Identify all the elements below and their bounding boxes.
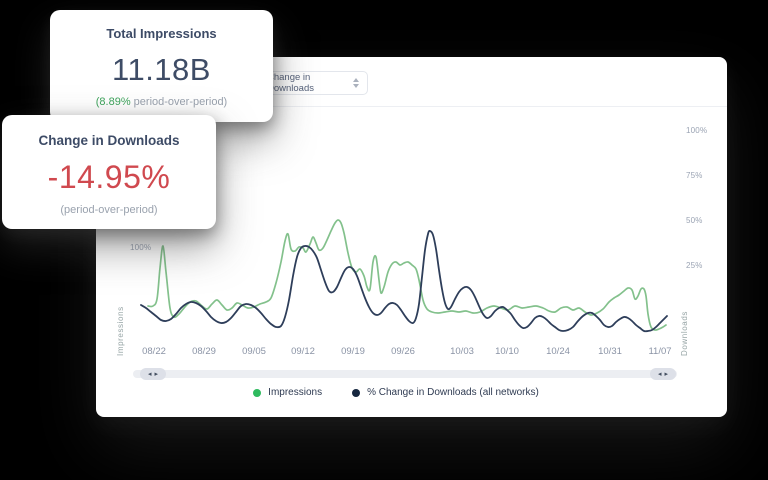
x-axis-label: 09/12 <box>291 346 315 357</box>
dashboard-panel: Change in Downloads 100% Impressions 100… <box>96 57 727 417</box>
right-axis-tick: 50% <box>686 216 703 225</box>
left-axis-title: Impressions <box>116 306 125 356</box>
series-line <box>147 219 667 331</box>
total-impressions-card: Total Impressions 11.18B (8.89% period-o… <box>50 10 273 122</box>
chart-legend: Impressions % Change in Downloads (all ne… <box>96 387 696 398</box>
line-chart <box>140 219 668 333</box>
card-subtitle: (8.89% period-over-period) <box>50 96 273 108</box>
scroll-left-icon[interactable]: ◂ <box>147 370 152 378</box>
right-axis-title: Downloads <box>680 311 689 357</box>
change-in-downloads-card: Change in Downloads -14.95% (period-over… <box>2 115 216 229</box>
legend-item[interactable]: Impressions <box>253 387 322 398</box>
x-axis-labels: 08/22 08/29 09/05 09/12 09/19 09/26 10/03 10/10… <box>135 346 675 358</box>
scroll-right-icon[interactable]: ▸ <box>154 370 159 378</box>
legend-label: % Change in Downloads (all networks) <box>367 387 539 398</box>
scrollbar-right-buttons[interactable]: ◂ ▸ <box>650 368 676 380</box>
scroll-right-icon[interactable]: ▸ <box>664 370 669 378</box>
x-axis-label: 09/05 <box>242 346 266 357</box>
scroll-left-icon[interactable]: ◂ <box>657 370 662 378</box>
x-axis-label: 10/31 <box>598 346 622 357</box>
right-axis-tick: 75% <box>686 171 703 180</box>
metric-dropdown-value: Change in Downloads <box>267 72 314 94</box>
card-title: Change in Downloads <box>38 133 180 148</box>
x-axis-label: 09/26 <box>391 346 415 357</box>
legend-dot-icon <box>253 388 262 397</box>
metric-dropdown[interactable]: Change in Downloads <box>256 71 368 95</box>
left-axis-tick-100: 100% <box>130 243 152 252</box>
card-subtitle: (period-over-period) <box>60 204 158 216</box>
x-axis-label: 10/10 <box>495 346 519 357</box>
x-axis-label: 08/29 <box>192 346 216 357</box>
x-axis-label: 11/07 <box>648 346 672 357</box>
x-axis-label: 10/24 <box>546 346 570 357</box>
delta-caption: period-over-period) <box>130 96 228 108</box>
scrollbar-left-buttons[interactable]: ◂ ▸ <box>140 368 166 380</box>
chart-scrollbar[interactable]: ◂ ▸ ◂ ▸ <box>133 368 677 380</box>
legend-dot-icon <box>352 388 361 397</box>
card-value: 11.18B <box>112 52 211 87</box>
card-title: Total Impressions <box>106 26 217 41</box>
right-axis-tick: 100% <box>686 126 708 135</box>
delta-positive: (8.89% <box>95 96 131 108</box>
x-axis-label: 09/19 <box>341 346 365 357</box>
x-axis-label: 08/22 <box>142 346 166 357</box>
select-caret-icon <box>353 78 359 88</box>
legend-item[interactable]: % Change in Downloads (all networks) <box>352 387 539 398</box>
x-axis-label: 10/03 <box>450 346 474 357</box>
header-divider <box>96 106 727 107</box>
right-axis-tick: 25% <box>686 261 703 270</box>
legend-label: Impressions <box>268 387 323 398</box>
card-value: -14.95% <box>47 159 171 195</box>
series-line <box>140 230 668 333</box>
